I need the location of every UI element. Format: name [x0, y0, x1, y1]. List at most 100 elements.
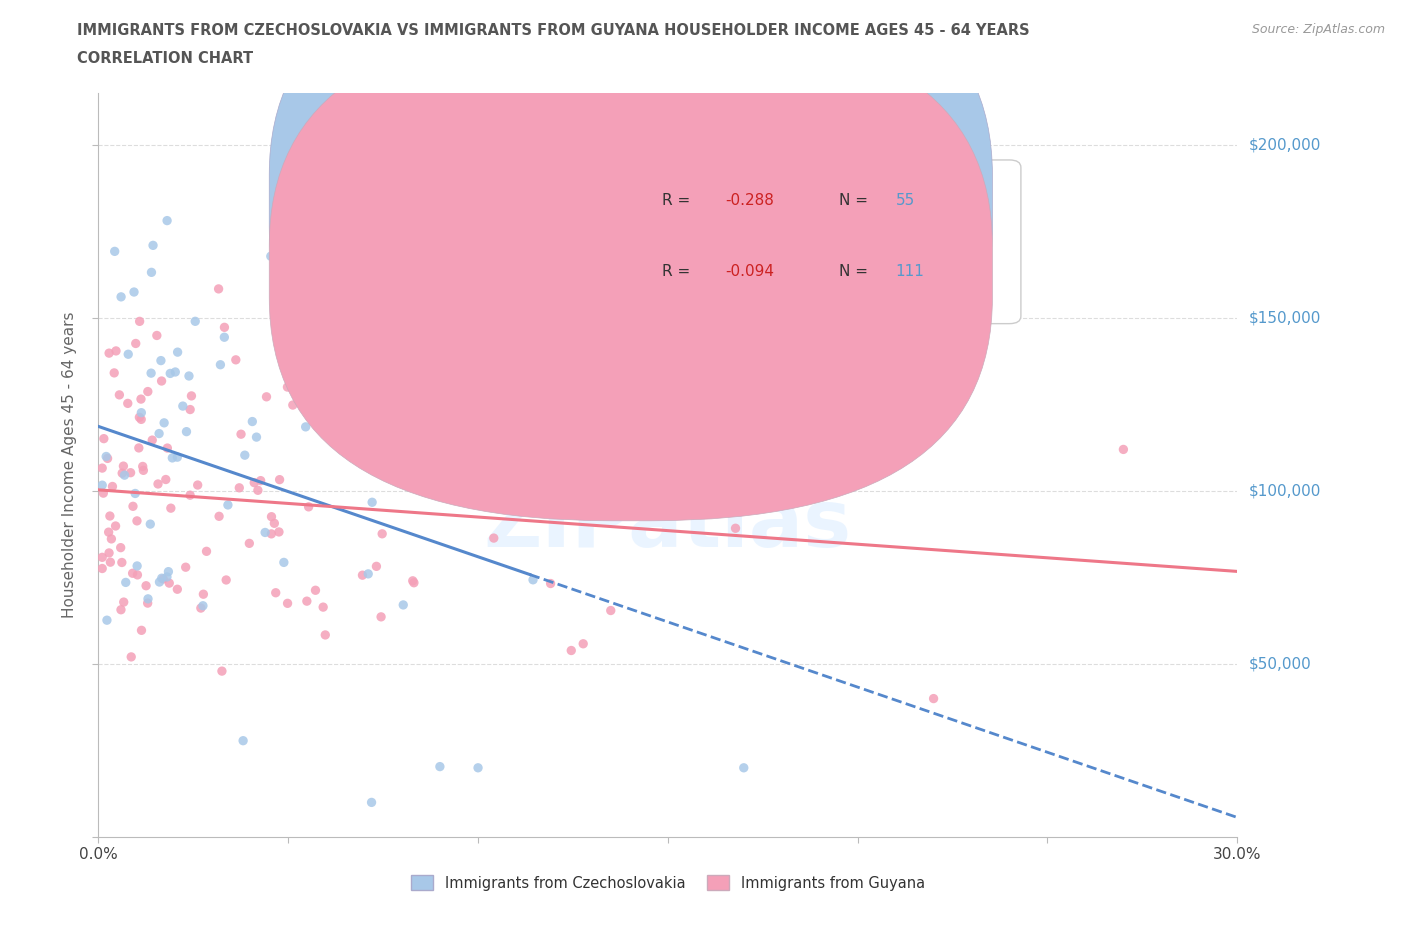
Point: [371, 526, 394, 541]
Point: [1112, 442, 1135, 457]
Point: [129, 412, 152, 427]
Point: [233, 447, 256, 462]
Point: [281, 398, 304, 413]
Point: [560, 643, 582, 658]
Legend: Immigrants from Czechoslovakia, Immigrants from Guyana: Immigrants from Czechoslovakia, Immigran…: [405, 870, 931, 897]
Point: [195, 544, 218, 559]
Point: [209, 357, 232, 372]
Point: [120, 465, 142, 480]
Text: Source: ZipAtlas.com: Source: ZipAtlas.com: [1251, 23, 1385, 36]
Point: [922, 691, 945, 706]
Point: [159, 366, 181, 381]
Point: [260, 510, 283, 525]
Point: [172, 399, 194, 414]
Point: [156, 441, 179, 456]
Point: [177, 368, 200, 383]
Point: [467, 417, 489, 432]
Point: [352, 567, 374, 582]
Point: [152, 572, 174, 587]
Point: [121, 565, 143, 580]
Point: [217, 498, 239, 512]
Point: [117, 347, 139, 362]
Point: [104, 519, 127, 534]
FancyBboxPatch shape: [270, 22, 993, 521]
Point: [264, 585, 287, 600]
Point: [148, 575, 170, 590]
Point: [91, 478, 114, 493]
Point: [214, 320, 236, 335]
Point: [214, 330, 236, 345]
FancyBboxPatch shape: [270, 0, 993, 450]
Point: [370, 609, 392, 624]
Point: [294, 419, 316, 434]
Point: [295, 593, 318, 608]
Point: [269, 472, 291, 487]
Point: [132, 459, 155, 474]
Point: [127, 567, 149, 582]
Point: [572, 636, 595, 651]
Point: [215, 573, 238, 588]
Point: [207, 282, 229, 297]
Point: [245, 430, 267, 445]
Point: [599, 603, 621, 618]
Point: [131, 405, 153, 420]
Point: [603, 414, 626, 429]
Point: [260, 249, 283, 264]
Point: [190, 601, 212, 616]
Text: N =: N =: [839, 264, 873, 279]
Point: [166, 345, 188, 360]
Point: [174, 560, 197, 575]
Text: R =: R =: [662, 193, 696, 208]
Point: [366, 559, 388, 574]
Point: [128, 441, 150, 456]
Point: [157, 576, 180, 591]
Point: [112, 458, 135, 473]
Point: [141, 432, 163, 447]
Point: [184, 314, 207, 329]
Point: [120, 649, 142, 664]
Point: [156, 569, 179, 584]
Point: [114, 468, 136, 483]
Point: [634, 391, 657, 405]
Text: N =: N =: [839, 193, 873, 208]
Point: [149, 353, 172, 368]
Point: [361, 495, 384, 510]
Point: [101, 479, 124, 494]
Point: [104, 244, 127, 259]
Point: [128, 410, 150, 425]
Point: [166, 582, 188, 597]
Point: [429, 759, 451, 774]
Point: [229, 427, 252, 442]
Point: [110, 289, 132, 304]
Point: [108, 388, 131, 403]
Text: ZIPatlas: ZIPatlas: [484, 485, 852, 564]
Point: [122, 498, 145, 513]
Point: [139, 365, 162, 380]
Point: [260, 526, 283, 541]
Point: [122, 285, 145, 299]
Point: [100, 554, 122, 569]
Point: [208, 509, 231, 524]
Point: [458, 431, 481, 445]
Point: [246, 483, 269, 498]
Point: [382, 369, 405, 384]
Point: [606, 411, 628, 426]
Point: [176, 424, 198, 439]
Point: [468, 444, 491, 458]
Point: [141, 265, 163, 280]
Point: [187, 478, 209, 493]
Point: [96, 449, 118, 464]
Point: [179, 402, 201, 417]
Point: [91, 460, 114, 475]
Point: [360, 795, 382, 810]
Point: [150, 571, 173, 586]
Point: [162, 450, 184, 465]
Point: [342, 448, 364, 463]
Point: [96, 613, 118, 628]
Point: [114, 575, 136, 590]
Text: $100,000: $100,000: [1249, 484, 1320, 498]
Point: [98, 509, 121, 524]
Text: CORRELATION CHART: CORRELATION CHART: [77, 51, 253, 66]
Point: [312, 600, 335, 615]
Point: [153, 416, 176, 431]
